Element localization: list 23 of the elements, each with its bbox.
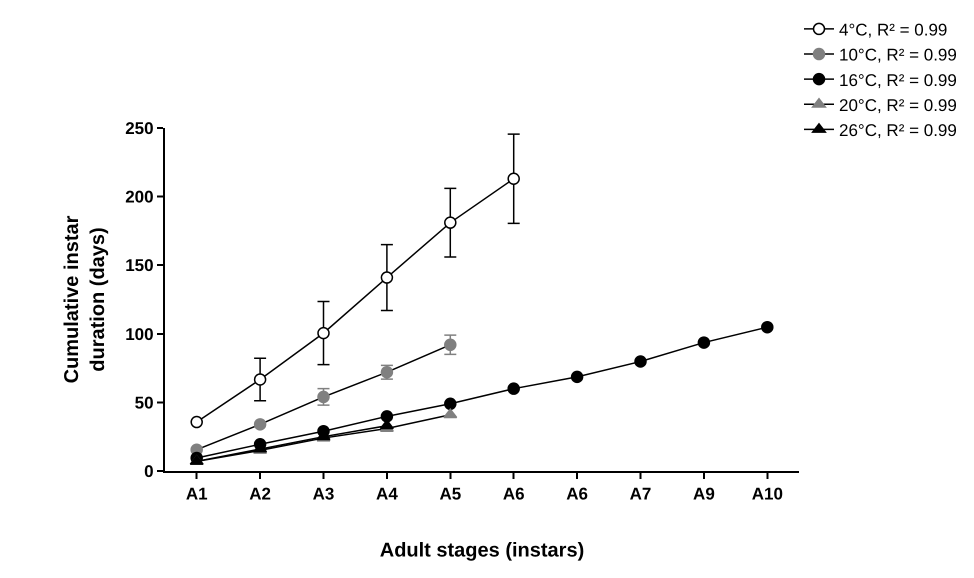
legend-label: 10°C, R² = 0.99 <box>839 46 957 65</box>
y-tick-label: 250 <box>125 118 154 138</box>
x-tick-label: A7 <box>630 484 652 504</box>
x-axis-title: Adult stages (instars) <box>380 539 584 562</box>
x-tick-label: A1 <box>186 484 208 504</box>
legend-label: 26°C, R² = 0.99 <box>839 120 957 140</box>
y-tick-label: 0 <box>144 462 154 481</box>
y-axis-title: Cumulative instar duration (days) <box>61 215 110 384</box>
y-tick-label: 50 <box>134 393 154 412</box>
x-tick-label: A6 <box>566 484 588 504</box>
x-tick-label: A2 <box>249 484 271 504</box>
y-tick-label: 200 <box>125 188 154 207</box>
x-tick-label: A6 <box>502 484 525 504</box>
x-tick-label: A3 <box>312 484 334 504</box>
x-tick-label: A10 <box>752 484 783 504</box>
x-tick-label: A5 <box>439 484 462 504</box>
legend-label: 4°C, R² = 0.99 <box>839 20 948 40</box>
y-tick-label: 100 <box>125 324 154 344</box>
x-tick-label: A9 <box>693 484 715 504</box>
x-tick-label: A4 <box>376 484 398 504</box>
legend-label: 20°C, R² = 0.99 <box>839 96 957 115</box>
legend-label: 16°C, R² = 0.99 <box>839 70 957 90</box>
y-tick-label: 150 <box>125 256 154 276</box>
